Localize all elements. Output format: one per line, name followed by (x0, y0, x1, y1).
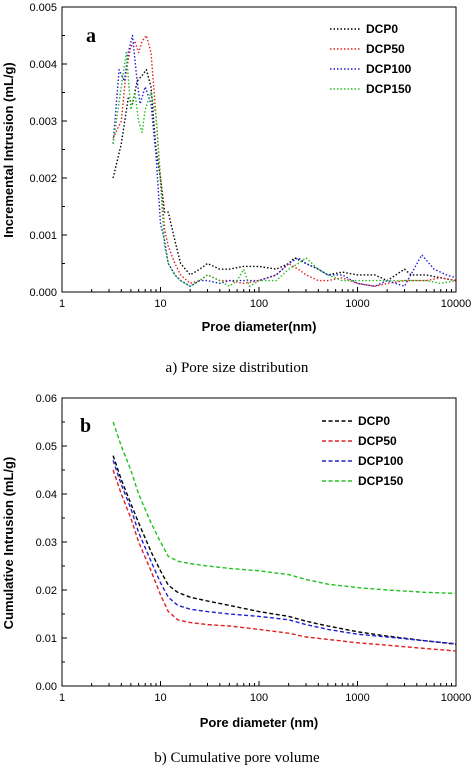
panel-a-chart: 1 10 100 1000 10000 0.000 0.001 0.002 0.003 0.004… (1, 2, 471, 376)
panel-b-y-tick-label: 0.01 (36, 633, 57, 645)
panel-b-series-dcp100-line (112, 460, 457, 645)
panel-b-y-tick-label: 0.00 (36, 681, 57, 693)
panel-a-x-tick-label: 100 (250, 298, 268, 310)
panel-b-y-tick-label: 0.04 (36, 489, 57, 501)
panel-a-y-tick-label: 0.004 (29, 59, 57, 71)
panel-a-series-dcp150-line (112, 51, 457, 287)
panel-a-series-dcp0-line (112, 68, 457, 282)
panel-a-x-tick-label: 1000 (345, 298, 369, 310)
panel-b-x-tick-label: 10000 (441, 692, 472, 704)
panel-b-x-tick-label: 1 (59, 692, 65, 704)
panel-a-x-tick-label: 1 (59, 298, 65, 310)
panel-a-ticks: 1 10 100 1000 10000 0.000 0.001 0.002 0.003 0.004… (29, 2, 471, 310)
panel-b-caption: b) Cumulative pore volume (154, 750, 320, 766)
panel-b-y-tick-label: 0.05 (36, 441, 57, 453)
panel-a-y-tick-label: 0.000 (29, 287, 57, 299)
panel-b-x-tick-label: 1000 (345, 692, 369, 704)
panel-b-x-tick-label: 100 (250, 692, 268, 704)
panel-a-y-tick-label: 0.001 (29, 230, 57, 242)
panel-b-letter: b (80, 415, 91, 437)
panel-a-x-axis-title: Proe diameter(nm) (202, 319, 317, 334)
panel-b-legend: DCP0 DCP50 DCP100 DCP150 (322, 414, 404, 488)
panel-b-legend-label-dcp0: DCP0 (358, 414, 390, 428)
panel-a-series-group (112, 34, 457, 287)
panel-b-x-axis-title: Pore diameter (nm) (200, 715, 318, 730)
panel-b-series-dcp50-line (112, 469, 457, 652)
panel-b-series-group (112, 421, 457, 652)
panel-a-legend-label-dcp150: DCP150 (366, 82, 412, 96)
panel-b-legend-label-dcp100: DCP100 (358, 454, 404, 468)
panel-a-legend-label-dcp100: DCP100 (366, 62, 412, 76)
panel-b-y-axis-title: Cumulative Intrusion (mL/g) (1, 457, 16, 630)
panel-b-ticks: 1 10 100 1000 10000 0.00 0.01 0.02 0.03 0.04 0.05 0… (36, 393, 472, 704)
panel-b-series-dcp0-line (112, 455, 457, 645)
panel-b-y-tick-label: 0.06 (36, 393, 57, 405)
panel-b-chart: 1 10 100 1000 10000 0.00 0.01 0.02 0.03 0.04 0.05 0… (1, 393, 471, 766)
panel-b-y-tick-label: 0.03 (36, 537, 57, 549)
panel-a-y-tick-label: 0.005 (29, 2, 57, 14)
panel-a-x-tick-label: 10 (154, 298, 166, 310)
panel-a-x-tick-label: 10000 (441, 298, 472, 310)
panel-a-legend-label-dcp50: DCP50 (366, 42, 405, 56)
panel-a-caption: a) Pore size distribution (166, 360, 309, 376)
panel-b-y-tick-label: 0.02 (36, 585, 57, 597)
panel-b-x-tick-label: 10 (154, 692, 166, 704)
panel-a-series-dcp100-line (112, 34, 457, 287)
panel-a-y-tick-label: 0.003 (29, 116, 57, 128)
panel-a-letter: a (86, 25, 96, 47)
panel-a-legend: DCP0 DCP50 DCP100 DCP150 (330, 22, 412, 96)
panel-a-y-axis-title: Incremental Intrusion (mL/g) (1, 62, 16, 238)
panel-a-legend-label-dcp0: DCP0 (366, 22, 398, 36)
panel-b-series-dcp150-line (112, 421, 457, 595)
panel-b-plot-frame (61, 397, 457, 687)
panel-b-legend-label-dcp50: DCP50 (358, 434, 397, 448)
panel-a-y-tick-label: 0.002 (29, 173, 57, 185)
panel-b-legend-label-dcp150: DCP150 (358, 474, 404, 488)
